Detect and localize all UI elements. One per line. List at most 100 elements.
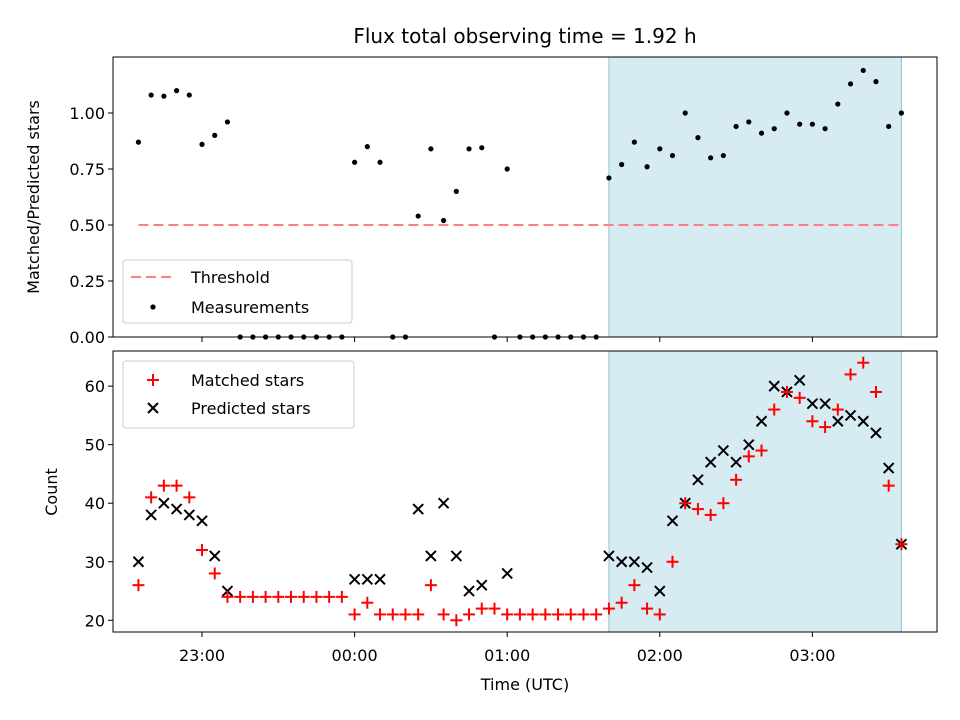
bottom-x-ticks: 23:00 00:00 01:00 02:00 03:00: [179, 632, 835, 665]
predicted-star-point: [425, 550, 437, 562]
legend-predicted-swatch: [147, 402, 159, 414]
bottom-y-tick-label: 40: [85, 494, 105, 513]
measurement-point: [173, 88, 180, 94]
matched-star-point: [819, 421, 832, 434]
top-y-ticks: 0.00 0.25 0.50 0.75 1.00: [69, 104, 113, 347]
top-y-axis-label: Matched/Predicted stars: [24, 100, 43, 294]
predicted-star-point: [806, 397, 819, 410]
legend-measurement-swatch: [150, 304, 156, 310]
matched-star-point: [628, 579, 641, 592]
measurement-point: [504, 166, 510, 172]
predicted-star-point: [463, 585, 475, 597]
matched-star-point: [539, 608, 552, 621]
matched-star-point: [564, 608, 577, 621]
matched-star-point: [221, 590, 234, 603]
matched-star-point: [285, 590, 298, 603]
predicted-star-point: [819, 397, 831, 410]
measurement-point: [657, 146, 663, 152]
measurement-point: [860, 67, 866, 74]
matched-star-point: [691, 503, 704, 516]
x-tick-label: 00:00: [332, 646, 378, 665]
bottom-y-tick-label: 20: [85, 611, 105, 630]
matched-star-point: [437, 608, 450, 621]
predicted-star-point: [654, 585, 666, 597]
matched-star-point: [869, 385, 882, 398]
matched-star-point: [386, 608, 399, 621]
predicted-star-point: [641, 561, 653, 574]
matched-star-point: [335, 590, 348, 603]
legend-matched-swatch: [147, 374, 159, 386]
measurement-point: [148, 92, 154, 98]
matched-star-point: [793, 391, 806, 404]
measurement-point: [352, 159, 358, 165]
measurement-point: [835, 101, 841, 107]
predicted-star-point: [666, 515, 679, 527]
measurement-point: [720, 152, 726, 159]
legend-threshold-label: Threshold: [190, 268, 270, 287]
measurement-point: [695, 135, 701, 141]
bottom-legend: Matched stars Predicted stars: [122, 360, 355, 429]
measurement-point: [364, 144, 370, 150]
matched-star-point: [844, 368, 857, 381]
matched-star-point: [895, 538, 908, 551]
matched-star-point: [501, 608, 514, 621]
matched-star-point: [412, 608, 425, 621]
measurement-point: [441, 217, 447, 224]
measurement-point: [898, 110, 904, 116]
x-tick-label: 23:00: [179, 646, 225, 665]
top-y-tick-label: 0.25: [69, 272, 105, 291]
predicted-star-point: [768, 380, 780, 392]
measurement-point: [631, 139, 637, 145]
matched-star-point: [615, 596, 628, 609]
matched-star-point: [857, 356, 870, 369]
measurement-point: [606, 175, 612, 181]
chart-title: Flux total observing time = 1.92 h: [353, 24, 696, 48]
matched-star-point: [183, 491, 196, 504]
x-tick-label: 01:00: [484, 646, 530, 665]
predicted-star-point: [717, 444, 730, 457]
matched-star-point: [272, 590, 285, 603]
matched-star-point: [641, 602, 654, 615]
measurement-point: [479, 145, 485, 151]
bottom-y-axis-label: Count: [42, 468, 61, 516]
matched-star-point: [399, 608, 412, 621]
predicted-star-point: [501, 567, 513, 580]
predicted-star-point: [132, 556, 145, 568]
matched-star-point: [806, 415, 819, 428]
measurement-point: [199, 141, 205, 147]
x-tick-label: 02:00: [637, 646, 683, 665]
matched-star-point: [717, 497, 730, 510]
predicted-star-point: [603, 550, 615, 562]
legend-measurements-label: Measurements: [191, 298, 309, 317]
top-legend: Threshold Measurements: [122, 259, 353, 324]
predicted-star-point: [183, 509, 196, 521]
matched-star-point: [602, 602, 615, 615]
predicted-star-point: [870, 427, 882, 439]
measurement-point: [415, 213, 421, 219]
matched-star-point: [157, 479, 170, 492]
matched-star-point: [780, 385, 793, 398]
measurement-point: [708, 155, 714, 161]
predicted-star-point: [730, 456, 742, 468]
matched-star-point: [577, 608, 590, 621]
measurement-point: [644, 164, 650, 170]
matched-star-point: [310, 590, 323, 603]
top-y-tick-label: 0.00: [69, 328, 105, 347]
matched-star-point: [590, 608, 603, 621]
bottom-y-tick-label: 50: [85, 436, 105, 455]
legend-predicted-label: Predicted stars: [191, 399, 311, 418]
matched-star-point: [259, 590, 272, 603]
predicted-star-point: [450, 550, 463, 562]
top-plot-frame: [112, 56, 938, 338]
predicted-star-point: [857, 415, 869, 427]
matched-star-point: [323, 590, 336, 603]
predicted-star-point: [158, 497, 170, 509]
matched-star-point: [450, 614, 463, 627]
matched-star-point: [882, 479, 895, 492]
predicted-star-point: [437, 497, 450, 509]
matched-star-point: [730, 473, 743, 486]
top-x-ticks: [201, 337, 813, 342]
predicted-star-point: [412, 503, 424, 515]
predicted-star-point: [743, 438, 755, 451]
